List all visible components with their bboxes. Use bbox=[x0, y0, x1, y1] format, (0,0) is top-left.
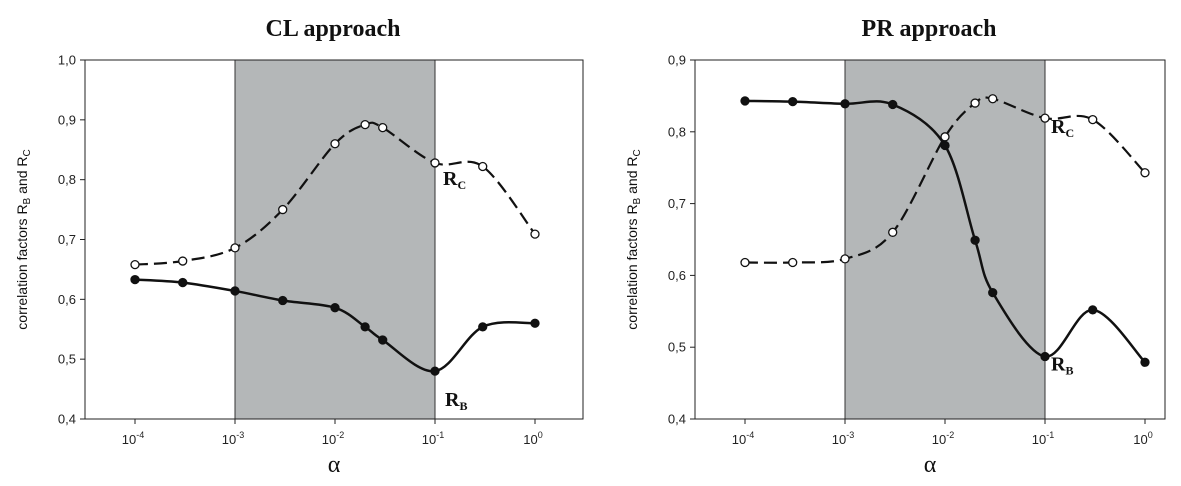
data-point-RC bbox=[888, 227, 898, 237]
data-point-RB bbox=[970, 235, 980, 245]
series-line-RC bbox=[744, 96, 1146, 264]
x-tick-label: 10-2 bbox=[322, 430, 344, 447]
x-tick-label: 10-3 bbox=[832, 430, 854, 447]
y-tick-label: 0,6 bbox=[58, 292, 76, 307]
chart-title: PR approach bbox=[862, 16, 997, 42]
data-point-RB bbox=[378, 335, 388, 345]
data-point-RB bbox=[740, 96, 750, 106]
data-point-RB bbox=[1088, 305, 1098, 315]
series-line-RB bbox=[744, 99, 1146, 364]
y-tick-label: 0,6 bbox=[668, 268, 686, 283]
x-tick-label: 10-2 bbox=[932, 430, 954, 447]
data-point-RC bbox=[530, 229, 540, 239]
data-point-RC bbox=[1040, 113, 1050, 123]
data-point-RB bbox=[330, 303, 340, 313]
y-tick-label: 0,9 bbox=[58, 112, 76, 127]
y-axis-label: correlation factors RB and RC bbox=[624, 149, 643, 329]
x-tick-label: 100 bbox=[523, 430, 542, 447]
y-tick-label: 0,8 bbox=[668, 124, 686, 139]
y-tick-label: 0,4 bbox=[58, 412, 76, 427]
data-point-RC bbox=[840, 254, 850, 264]
data-point-RB bbox=[478, 322, 488, 332]
data-point-RC bbox=[1140, 168, 1150, 178]
data-point-RC bbox=[788, 257, 798, 268]
x-tick-label: 100 bbox=[1133, 430, 1152, 447]
data-point-RC bbox=[740, 257, 750, 268]
y-tick-label: 0,4 bbox=[668, 412, 686, 427]
y-tick-label: 0,9 bbox=[668, 53, 686, 68]
data-point-RB bbox=[130, 274, 140, 285]
series-line-RC bbox=[134, 121, 536, 266]
data-point-RC bbox=[970, 98, 980, 108]
data-point-RB bbox=[278, 295, 288, 306]
chart-title: CL approach bbox=[266, 16, 401, 42]
x-tick-label: 10-4 bbox=[732, 430, 754, 447]
x-tick-label: 10-1 bbox=[1032, 430, 1054, 447]
data-point-RB bbox=[888, 99, 898, 110]
y-tick-label: 0,7 bbox=[58, 232, 76, 247]
data-point-RC bbox=[478, 161, 488, 172]
x-tick-label: 10-4 bbox=[122, 430, 144, 447]
data-point-RB bbox=[430, 366, 440, 376]
data-point-RC bbox=[178, 256, 188, 266]
series-label-RC: RC bbox=[443, 168, 466, 192]
data-point-RB bbox=[360, 322, 370, 332]
y-axis-label: correlation factors RB and RC bbox=[14, 149, 33, 329]
shaded-region bbox=[235, 60, 435, 419]
chart-panel-1: CL approach 0,4 0,5 0,6 0,7 0,8 0,9 1,0 10-4 10-3… bbox=[14, 16, 584, 478]
y-tick-label: 0,5 bbox=[668, 340, 686, 355]
data-point-RC bbox=[278, 204, 288, 215]
data-point-RC bbox=[130, 259, 140, 270]
data-point-RC bbox=[988, 94, 998, 104]
data-point-RC bbox=[378, 122, 388, 133]
series-label-RB: RB bbox=[445, 389, 467, 413]
y-tick-label: 0,7 bbox=[668, 196, 686, 211]
data-point-RC bbox=[1088, 114, 1098, 125]
data-point-RB bbox=[1140, 357, 1150, 367]
data-point-RB bbox=[178, 277, 188, 288]
data-point-RB bbox=[788, 96, 798, 107]
series-label-RB: RB bbox=[1051, 354, 1073, 378]
x-tick-label: 10-1 bbox=[422, 430, 444, 447]
data-point-RB bbox=[988, 287, 998, 298]
series-label-RC: RC bbox=[1051, 116, 1074, 140]
data-point-RC bbox=[360, 119, 370, 130]
y-tick-label: 0,8 bbox=[58, 172, 76, 187]
y-tick-label: 1,0 bbox=[58, 53, 76, 68]
x-axis-label: α bbox=[328, 452, 341, 478]
data-point-RB bbox=[530, 318, 540, 328]
data-point-RC bbox=[940, 132, 950, 142]
series-line-RB bbox=[134, 278, 536, 373]
y-tick-label: 0,5 bbox=[58, 352, 76, 367]
plot-frame bbox=[694, 59, 1166, 420]
data-point-RB bbox=[840, 99, 850, 109]
data-point-RC bbox=[330, 139, 340, 149]
chart-panel-2: PR approach 0,4 0,5 0,6 0,7 0,8 0,9 10-4 10-3 10-… bbox=[624, 16, 1166, 478]
data-point-RB bbox=[230, 286, 240, 296]
x-axis-label: α bbox=[924, 452, 937, 478]
shaded-region bbox=[845, 60, 1045, 419]
x-tick-label: 10-3 bbox=[222, 430, 244, 447]
data-point-RB bbox=[1040, 351, 1050, 362]
data-point-RC bbox=[230, 243, 240, 253]
data-point-RC bbox=[430, 158, 440, 168]
